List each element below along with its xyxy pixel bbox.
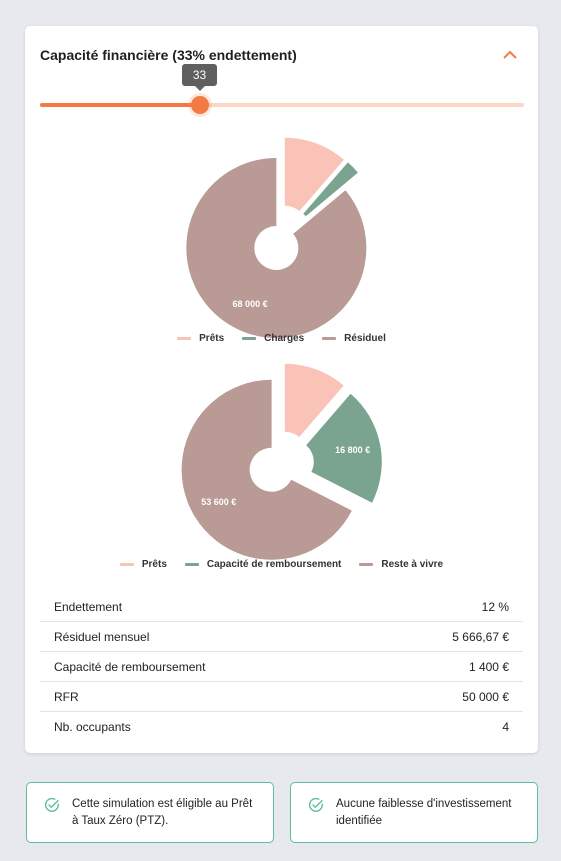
pie-chart-charges: 68 000 € (186, 137, 367, 338)
check-circle-icon (308, 797, 323, 812)
stat-label: Endettement (54, 599, 123, 614)
chevron-up-icon[interactable] (502, 48, 518, 62)
stat-row-rfr: RFR 50 000 € (40, 682, 523, 712)
legend-item-prets[interactable]: Prêts (119, 559, 167, 570)
legend-item-capacite[interactable]: Capacité de remboursement (184, 559, 342, 570)
legend-item-charges[interactable]: Charges (242, 333, 304, 344)
financial-capacity-card: Capacité financière (33% endettement) 33… (25, 26, 538, 753)
legend-swatch (359, 563, 374, 566)
legend-swatch (184, 563, 199, 566)
pie-chart-capacity-legend: Prêts Capacité de remboursement Reste à … (25, 559, 538, 570)
legend-label: Reste à vivre (381, 559, 444, 570)
pie-slice-reste-vivre[interactable] (181, 379, 352, 560)
stat-label: Nb. occupants (54, 719, 131, 734)
pie-slice-pr-ts[interactable] (284, 363, 344, 438)
pie-chart-capacity: 16 800 € 53 600 € (181, 363, 382, 560)
stat-value: 50 000 € (462, 689, 509, 704)
stat-label: RFR (54, 689, 79, 704)
investment-weakness-note: Aucune faiblesse d'investissement identi… (290, 782, 538, 843)
legend-item-prets[interactable]: Prêts (177, 333, 224, 344)
pie-slice-label: 53 600 € (201, 497, 236, 507)
slider-rail[interactable] (40, 103, 524, 107)
pie-chart-charges-legend: Prêts Charges Résiduel (25, 333, 538, 344)
stat-row-capacite: Capacité de remboursement 1 400 € (40, 652, 523, 682)
pie-slice-pr-ts[interactable] (284, 137, 344, 212)
slider-track[interactable] (40, 103, 200, 107)
stat-row-residuel: Résiduel mensuel 5 666,67 € (40, 622, 523, 652)
slider-thumb[interactable] (190, 96, 209, 114)
legend-label: Charges (264, 333, 305, 344)
stat-value: 5 666,67 € (452, 629, 509, 644)
stat-label: Résiduel mensuel (54, 629, 150, 644)
stat-row-occupants: Nb. occupants 4 (40, 712, 523, 741)
legend-label: Prêts (199, 333, 225, 344)
legend-label: Résiduel (344, 333, 386, 344)
stat-value: 1 400 € (468, 659, 509, 674)
note-text: Aucune faiblesse d'investissement identi… (336, 798, 512, 827)
card-title: Capacité financière (33% endettement) (40, 47, 297, 63)
pie-slice-r-siduel[interactable] (186, 157, 367, 338)
stat-value: 12 % (481, 599, 509, 614)
stat-value: 4 (502, 719, 509, 734)
legend-swatch (322, 337, 337, 340)
legend-item-reste[interactable]: Reste à vivre (359, 559, 443, 570)
stat-label: Capacité de remboursement (54, 659, 206, 674)
check-circle-icon (44, 797, 59, 812)
pie-slice-label: 68 000 € (233, 299, 268, 309)
legend-item-residuel[interactable]: Résiduel (322, 333, 386, 344)
slider-tooltip: 33 (182, 64, 217, 91)
pie-slice-capacit-de-remboursement[interactable] (306, 393, 382, 503)
stats-table: Endettement 12 % Résiduel mensuel 5 666,… (40, 592, 523, 741)
pie-slice-label: 16 800 € (335, 445, 370, 455)
stat-row-endettement: Endettement 12 % (40, 592, 523, 622)
pie-slice-charges[interactable] (303, 162, 358, 217)
legend-label: Capacité de remboursement (206, 559, 342, 570)
legend-label: Prêts (141, 559, 167, 570)
legend-swatch (177, 337, 192, 340)
legend-swatch (119, 563, 134, 566)
legend-swatch (242, 337, 257, 340)
note-text: Cette simulation est éligible au Prêt à … (72, 798, 253, 827)
ptz-eligibility-note: Cette simulation est éligible au Prêt à … (26, 782, 274, 843)
